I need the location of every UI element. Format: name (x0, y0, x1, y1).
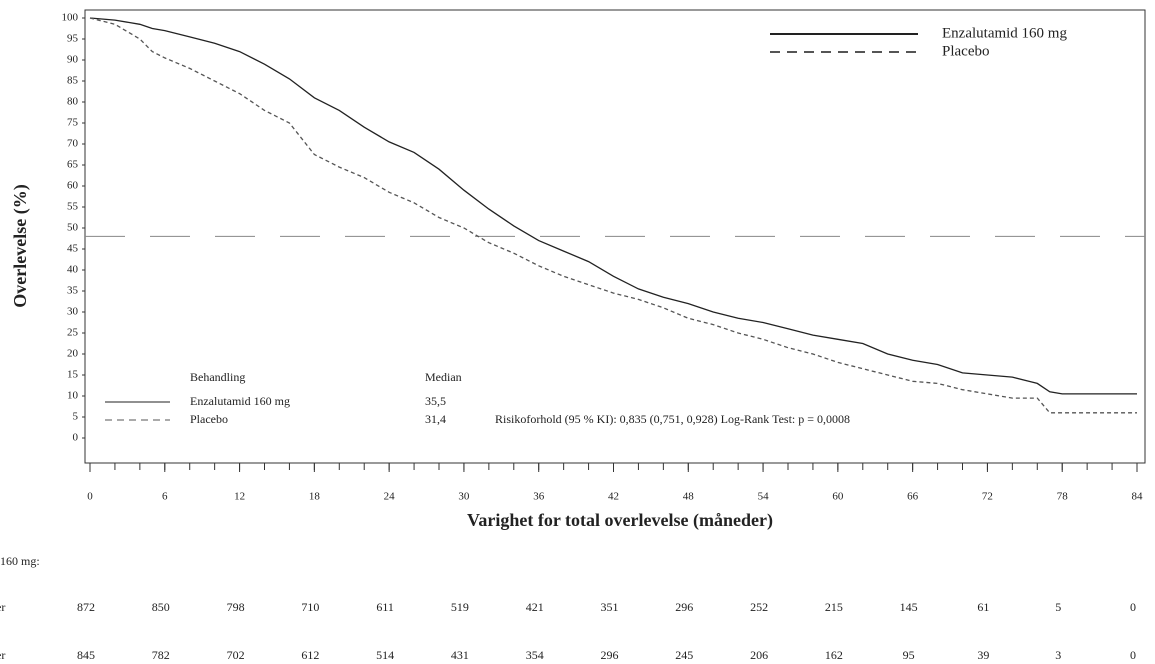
annotation-cell: Enzalutamid 160 mg (190, 394, 290, 408)
x-axis-title: Varighet for total overlevelse (måneder) (467, 510, 773, 531)
x-tick-label: 78 (1057, 491, 1069, 503)
annotation-cell: Placebo (190, 412, 228, 426)
risk-value: 0 (1130, 600, 1136, 614)
risk-value: 421 (526, 600, 544, 614)
survival-curve (89, 17, 1137, 414)
risk-value: 145 (900, 600, 918, 614)
risk-value: 61 (977, 600, 989, 614)
y-tick-label: 55 (67, 201, 79, 213)
x-tick-label: 54 (758, 491, 770, 503)
risk-value: 5 (1055, 600, 1061, 614)
y-tick-label: 0 (73, 432, 79, 444)
risk-value: 612 (301, 648, 319, 662)
risk-value: 519 (451, 600, 469, 614)
risk-value: 872 (77, 600, 95, 614)
risk-value: 95 (903, 648, 915, 662)
risk-value: 710 (301, 600, 319, 614)
y-tick-label: 35 (67, 285, 79, 297)
y-tick-label: 30 (67, 306, 79, 318)
y-tick-label: 85 (67, 75, 79, 87)
risk-value: 782 (152, 648, 170, 662)
y-tick-label: 95 (67, 33, 79, 45)
annotation-header: Median (425, 370, 462, 384)
x-tick-label: 42 (608, 491, 619, 503)
risk-value: 702 (227, 648, 245, 662)
risk-table-title: 160 mg: (0, 554, 40, 568)
risk-value: 354 (526, 648, 544, 662)
x-tick-label: 24 (384, 491, 396, 503)
risk-value: 252 (750, 600, 768, 614)
y-tick-label: 15 (67, 369, 79, 381)
risk-value: 431 (451, 648, 469, 662)
y-tick-label: 75 (67, 117, 79, 129)
legend-label: Placebo (942, 43, 989, 59)
y-tick-label: 10 (67, 390, 79, 402)
risk-row-label: er (0, 648, 5, 662)
risk-value: 3 (1055, 648, 1061, 662)
y-tick-label: 60 (67, 180, 79, 192)
y-tick-label: 5 (73, 411, 79, 423)
x-tick-label: 60 (832, 491, 844, 503)
risk-value: 611 (376, 600, 394, 614)
x-tick-label: 12 (234, 491, 245, 503)
x-tick-label: 0 (87, 491, 93, 503)
x-tick-label: 30 (458, 491, 470, 503)
annotation-note: Risikoforhold (95 % KI): 0,835 (0,751, 0… (495, 412, 850, 426)
risk-value: 245 (675, 648, 693, 662)
y-tick-label: 40 (67, 264, 79, 276)
risk-value: 845 (77, 648, 95, 662)
y-tick-label: 100 (62, 12, 79, 24)
annotation-cell: 31,4 (425, 412, 446, 426)
risk-value: 206 (750, 648, 768, 662)
risk-value: 0 (1130, 648, 1136, 662)
annotation-cell: 35,5 (425, 394, 446, 408)
risk-value: 798 (227, 600, 245, 614)
risk-value: 296 (675, 600, 693, 614)
risk-value: 514 (376, 648, 394, 662)
x-tick-label: 72 (982, 491, 993, 503)
legend-label: Enzalutamid 160 mg (942, 25, 1067, 41)
x-tick-label: 84 (1132, 491, 1144, 503)
risk-row-label: er (0, 600, 5, 614)
x-tick-label: 18 (309, 491, 321, 503)
survival-curve (89, 17, 1137, 395)
x-tick-label: 36 (533, 491, 545, 503)
risk-value: 296 (601, 648, 619, 662)
y-tick-label: 25 (67, 327, 79, 339)
y-axis-title: Overlevelse (%) (10, 184, 31, 307)
y-tick-label: 65 (67, 159, 79, 171)
risk-value: 850 (152, 600, 170, 614)
risk-value: 215 (825, 600, 843, 614)
y-tick-label: 45 (67, 243, 79, 255)
y-tick-label: 80 (67, 96, 79, 108)
x-tick-label: 48 (683, 491, 695, 503)
risk-value: 162 (825, 648, 843, 662)
risk-value: 39 (977, 648, 989, 662)
risk-value: 351 (601, 600, 619, 614)
y-tick-label: 90 (67, 54, 79, 66)
y-tick-label: 20 (67, 348, 79, 360)
y-tick-label: 50 (67, 222, 79, 234)
x-tick-label: 66 (907, 491, 919, 503)
x-tick-label: 6 (162, 491, 168, 503)
y-tick-label: 70 (67, 138, 79, 150)
annotation-header: Behandling (190, 370, 245, 384)
